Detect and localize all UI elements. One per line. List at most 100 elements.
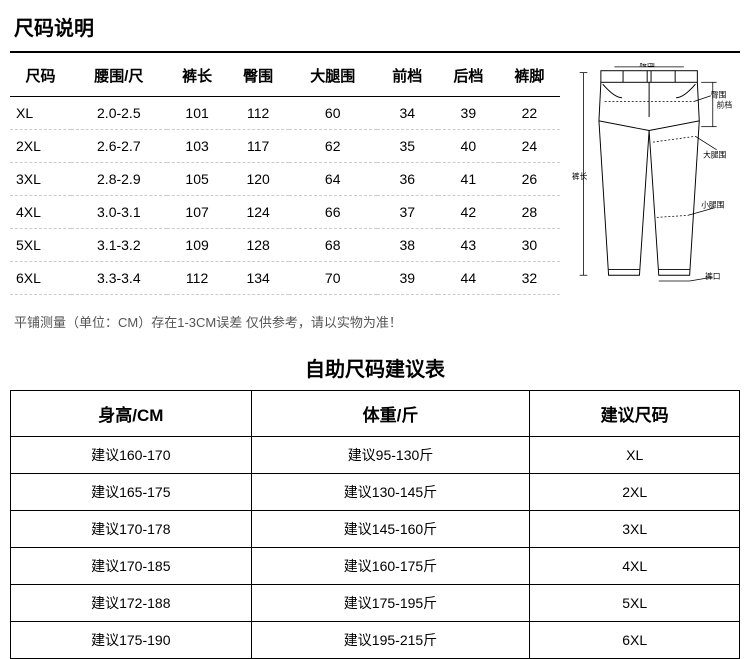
table-cell: 103 [167, 130, 228, 163]
table-cell: 2.0-2.5 [71, 97, 166, 130]
table-cell: 112 [167, 262, 228, 295]
th-thigh: 大腿围 [289, 59, 377, 97]
table-cell: 109 [167, 229, 228, 262]
table-cell: 36 [377, 163, 438, 196]
size-table-header-row: 尺码 腰围/尺 裤长 臀围 大腿围 前档 后档 裤脚 [10, 59, 560, 97]
table-cell: 建议145-160斤 [251, 510, 530, 547]
table-cell: 3.1-3.2 [71, 229, 166, 262]
th-size: 尺码 [10, 59, 71, 97]
label-thigh: 大腿围 [703, 150, 726, 160]
table-cell: 64 [289, 163, 377, 196]
table-cell: XL [530, 436, 740, 473]
title-divider [10, 51, 740, 53]
table-cell: 37 [377, 196, 438, 229]
table-cell: 建议170-178 [11, 510, 252, 547]
table-cell: 44 [438, 262, 499, 295]
label-length: 裤长 [572, 171, 588, 181]
table-cell: 建议195-215斤 [251, 621, 530, 658]
table-cell: 117 [228, 130, 289, 163]
table-cell: 43 [438, 229, 499, 262]
table-row: 3XL2.8-2.910512064364126 [10, 163, 560, 196]
table-row: 4XL3.0-3.110712466374228 [10, 196, 560, 229]
table-cell: 70 [289, 262, 377, 295]
label-calf: 小腿围 [701, 200, 724, 210]
rec-header-row: 身高/CM 体重/斤 建议尺码 [11, 390, 740, 436]
table-cell: 62 [289, 130, 377, 163]
table-cell: 32 [499, 262, 560, 295]
table-cell: 建议175-195斤 [251, 584, 530, 621]
table-cell: 6XL [10, 262, 71, 295]
rec-th-size: 建议尺码 [530, 390, 740, 436]
table-cell: 2XL [530, 473, 740, 510]
table-cell: 2XL [10, 130, 71, 163]
table-row: 建议160-170建议95-130斤XL [11, 436, 740, 473]
table-cell: 建议160-175斤 [251, 547, 530, 584]
table-cell: 60 [289, 97, 377, 130]
table-cell: 建议160-170 [11, 436, 252, 473]
table-cell: 4XL [10, 196, 71, 229]
table-row: 建议170-178建议145-160斤3XL [11, 510, 740, 547]
recommendation-table: 身高/CM 体重/斤 建议尺码 建议160-170建议95-130斤XL建议16… [10, 390, 740, 659]
table-cell: 建议95-130斤 [251, 436, 530, 473]
rec-th-weight: 体重/斤 [251, 390, 530, 436]
table-cell: 2.6-2.7 [71, 130, 166, 163]
table-row: 建议165-175建议130-145斤2XL [11, 473, 740, 510]
table-cell: 建议172-188 [11, 584, 252, 621]
table-cell: 3.3-3.4 [71, 262, 166, 295]
size-table: 尺码 腰围/尺 裤长 臀围 大腿围 前档 后档 裤脚 XL2.0-2.51011… [10, 59, 560, 298]
table-cell: 39 [438, 97, 499, 130]
table-cell: 38 [377, 229, 438, 262]
table-row: 建议170-185建议160-175斤4XL [11, 547, 740, 584]
table-row: XL2.0-2.510111260343922 [10, 97, 560, 130]
th-hip: 臀围 [228, 59, 289, 97]
table-cell: 24 [499, 130, 560, 163]
rec-th-height: 身高/CM [11, 390, 252, 436]
table-cell: 112 [228, 97, 289, 130]
table-cell: 2.8-2.9 [71, 163, 166, 196]
table-cell: XL [10, 97, 71, 130]
pants-diagram: 腰围 臀围 前档 大腿围 裤长 小腿围 裤口 [560, 59, 740, 298]
label-hip: 臀围 [711, 91, 727, 100]
table-cell: 134 [228, 262, 289, 295]
th-waist: 腰围/尺 [71, 59, 166, 97]
table-cell: 66 [289, 196, 377, 229]
table-cell: 30 [499, 229, 560, 262]
label-hem: 裤口 [705, 271, 720, 281]
table-cell: 3XL [530, 510, 740, 547]
table-cell: 建议175-190 [11, 621, 252, 658]
table-cell: 42 [438, 196, 499, 229]
table-cell: 101 [167, 97, 228, 130]
table-cell: 22 [499, 97, 560, 130]
table-cell: 105 [167, 163, 228, 196]
table-cell: 26 [499, 163, 560, 196]
table-row: 5XL3.1-3.210912868384330 [10, 229, 560, 262]
table-cell: 建议170-185 [11, 547, 252, 584]
table-cell: 5XL [10, 229, 71, 262]
label-front: 前档 [717, 99, 733, 109]
table-row: 2XL2.6-2.710311762354024 [10, 130, 560, 163]
rec-title: 自助尺码建议表 [10, 335, 740, 390]
table-cell: 107 [167, 196, 228, 229]
table-row: 6XL3.3-3.411213470394432 [10, 262, 560, 295]
table-cell: 建议165-175 [11, 473, 252, 510]
table-cell: 40 [438, 130, 499, 163]
table-cell: 34 [377, 97, 438, 130]
page-title: 尺码说明 [10, 8, 740, 51]
table-cell: 41 [438, 163, 499, 196]
th-hem: 裤脚 [499, 59, 560, 97]
table-cell: 4XL [530, 547, 740, 584]
table-cell: 建议130-145斤 [251, 473, 530, 510]
th-length: 裤长 [167, 59, 228, 97]
th-back: 后档 [438, 59, 499, 97]
table-cell: 3.0-3.1 [71, 196, 166, 229]
table-cell: 3XL [10, 163, 71, 196]
table-cell: 128 [228, 229, 289, 262]
table-row: 建议172-188建议175-195斤5XL [11, 584, 740, 621]
table-cell: 5XL [530, 584, 740, 621]
table-cell: 120 [228, 163, 289, 196]
table-cell: 124 [228, 196, 289, 229]
label-waist: 腰围 [639, 63, 655, 68]
table-cell: 39 [377, 262, 438, 295]
table-row: 建议175-190建议195-215斤6XL [11, 621, 740, 658]
table-cell: 68 [289, 229, 377, 262]
